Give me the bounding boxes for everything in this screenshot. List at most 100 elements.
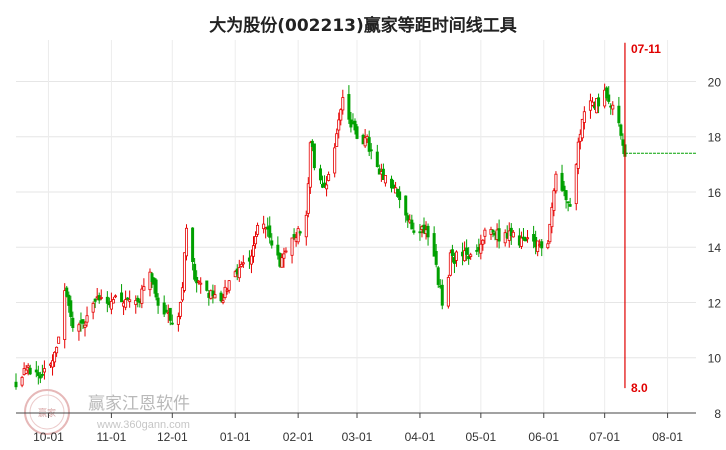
candle xyxy=(197,280,201,285)
candle-body xyxy=(483,229,487,237)
y-axis: 8 10 12 14 16 18 20 xyxy=(708,75,722,421)
candle-body xyxy=(221,300,225,303)
candle xyxy=(546,240,550,250)
candle-body xyxy=(481,239,485,245)
x-tick-label: 12-01 xyxy=(157,430,188,444)
candle-body xyxy=(523,238,527,242)
candle xyxy=(327,171,331,182)
candle-body xyxy=(270,240,274,246)
candle xyxy=(489,226,493,240)
candle-body xyxy=(195,276,199,284)
candle xyxy=(113,294,117,299)
candle xyxy=(454,250,458,267)
candle xyxy=(83,321,87,337)
candle-body xyxy=(42,368,46,373)
candle-body xyxy=(410,219,414,230)
candle-body xyxy=(475,249,479,252)
y-tick-label: 16 xyxy=(708,186,722,200)
candle xyxy=(268,216,272,244)
candle-body xyxy=(237,267,241,279)
candle-body xyxy=(554,173,558,192)
candle xyxy=(574,163,578,211)
candle-body xyxy=(412,230,416,233)
candle xyxy=(339,108,343,126)
candle-body xyxy=(276,244,280,256)
candle xyxy=(154,278,158,301)
candle-body xyxy=(71,317,75,328)
candle xyxy=(390,175,394,193)
candle xyxy=(304,210,308,246)
candle-body xyxy=(292,234,296,238)
candle xyxy=(296,225,300,245)
candle xyxy=(40,364,44,378)
candle xyxy=(227,280,231,294)
candle xyxy=(219,290,223,303)
candle-body xyxy=(178,302,182,317)
y-tick-label: 14 xyxy=(708,241,722,255)
candle xyxy=(53,351,57,367)
x-tick-label: 08-01 xyxy=(652,430,683,444)
candle-body xyxy=(53,351,57,363)
candle-body xyxy=(140,288,144,304)
candle xyxy=(337,112,341,139)
candle xyxy=(426,223,430,246)
candle xyxy=(178,301,182,320)
candle xyxy=(607,86,611,105)
candle-body xyxy=(298,231,302,234)
candle-body xyxy=(432,233,436,257)
candle xyxy=(134,295,138,314)
candle-body xyxy=(65,287,69,297)
candle xyxy=(249,249,253,274)
candle xyxy=(519,231,523,250)
candle xyxy=(412,222,416,235)
candle xyxy=(14,373,18,390)
candle-body xyxy=(381,168,385,181)
candle xyxy=(69,295,73,327)
candle-body xyxy=(467,256,471,260)
candle xyxy=(467,247,471,265)
candle xyxy=(588,93,592,119)
candle-body xyxy=(99,297,103,299)
candle-body xyxy=(55,346,59,354)
candle xyxy=(369,143,373,160)
candle xyxy=(491,229,495,238)
candle-body xyxy=(227,280,231,291)
candle xyxy=(475,244,479,255)
candle xyxy=(211,284,215,304)
candle xyxy=(199,277,203,294)
candle xyxy=(432,226,436,257)
candle xyxy=(605,86,609,101)
candle-body xyxy=(550,206,554,228)
candle-body xyxy=(312,143,316,169)
candle xyxy=(81,319,85,330)
candle-body xyxy=(162,302,166,315)
candle xyxy=(57,336,61,344)
candle-body xyxy=(619,124,623,136)
candle xyxy=(318,164,322,185)
candle xyxy=(333,143,337,178)
x-tick-label: 04-01 xyxy=(405,430,436,444)
candle-body xyxy=(284,250,288,253)
candle xyxy=(450,244,454,263)
candle-body xyxy=(304,214,308,238)
x-tick-label: 06-01 xyxy=(528,430,559,444)
candle xyxy=(363,129,367,148)
candle xyxy=(140,284,144,309)
candle xyxy=(124,290,128,311)
candle xyxy=(582,106,586,130)
candle xyxy=(51,354,55,376)
candle xyxy=(536,240,540,257)
candle-body xyxy=(562,185,566,192)
time-line-top-label: 07-11 xyxy=(631,42,661,56)
candle-body xyxy=(69,300,73,317)
candle xyxy=(126,297,130,301)
candle xyxy=(523,236,527,242)
candle xyxy=(392,179,396,189)
candle xyxy=(150,272,154,289)
candle-body xyxy=(325,184,329,190)
candle xyxy=(221,293,225,305)
y-tick-label: 20 xyxy=(708,75,722,89)
candle xyxy=(256,222,260,237)
candle xyxy=(347,85,351,124)
candle xyxy=(28,364,32,376)
